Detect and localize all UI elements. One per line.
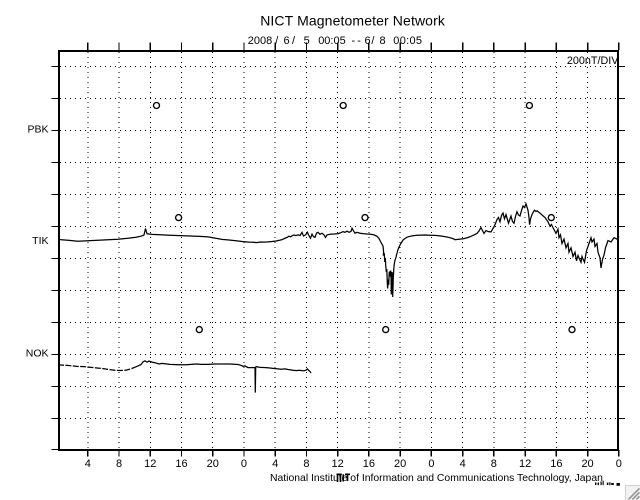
svg-text:2008: 2008 <box>248 35 272 47</box>
svg-text:8: 8 <box>491 458 497 470</box>
svg-text:-: - <box>357 35 361 47</box>
svg-text:5: 5 <box>304 35 310 47</box>
svg-text:4: 4 <box>460 458 466 470</box>
svg-text:8: 8 <box>380 35 386 47</box>
svg-text:/: / <box>371 35 375 47</box>
svg-text:12: 12 <box>519 458 531 470</box>
svg-text:PBK: PBK <box>27 124 48 136</box>
svg-text:16: 16 <box>550 458 562 470</box>
svg-text:20: 20 <box>581 458 593 470</box>
svg-text:6: 6 <box>365 35 371 47</box>
svg-text:4: 4 <box>272 458 278 470</box>
svg-text:-: - <box>352 35 356 47</box>
svg-text:/: / <box>292 35 296 47</box>
svg-text:16: 16 <box>175 458 187 470</box>
svg-text:0: 0 <box>241 458 247 470</box>
svg-text:4: 4 <box>85 458 91 470</box>
svg-text:20: 20 <box>394 458 406 470</box>
svg-text:8: 8 <box>116 458 122 470</box>
svg-text:00:05: 00:05 <box>393 35 422 47</box>
svg-text:0: 0 <box>428 458 434 470</box>
svg-text:NICT Magnetometer Network: NICT Magnetometer Network <box>260 13 446 29</box>
svg-text:12: 12 <box>332 458 344 470</box>
svg-text:NOK: NOK <box>26 347 49 359</box>
svg-text:TIK: TIK <box>32 235 48 247</box>
svg-text:6: 6 <box>284 35 290 47</box>
svg-text:12: 12 <box>144 458 156 470</box>
svg-text:00:05: 00:05 <box>318 35 346 47</box>
svg-text:/: / <box>275 35 279 47</box>
svg-text:National Institute of Informat: National Institute of Information and Co… <box>270 473 603 484</box>
svg-text:200nT/DIV: 200nT/DIV <box>567 55 619 67</box>
svg-text:16: 16 <box>363 458 375 470</box>
svg-text:20: 20 <box>207 458 219 470</box>
svg-text:0: 0 <box>616 458 622 470</box>
svg-text:8: 8 <box>303 458 309 470</box>
